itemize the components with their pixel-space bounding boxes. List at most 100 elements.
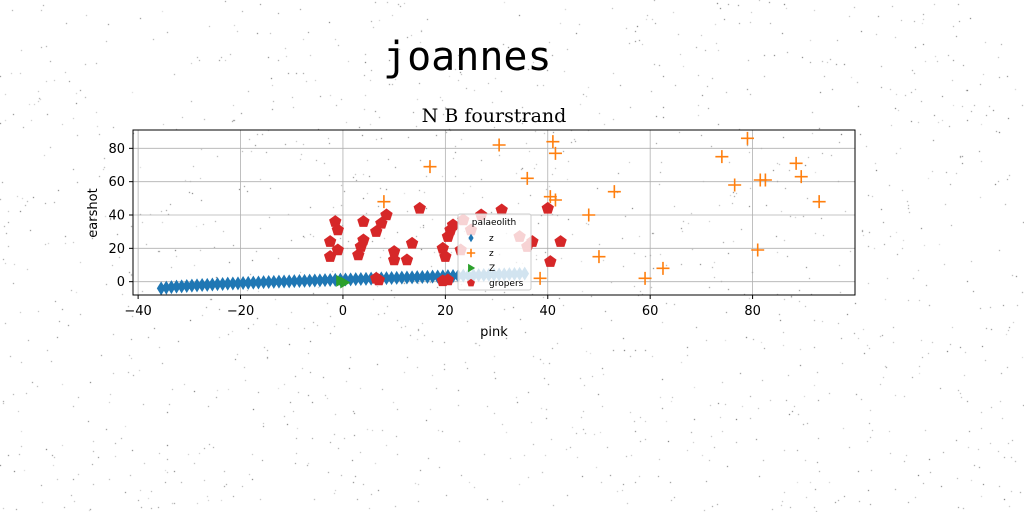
data-point xyxy=(161,280,171,295)
data-point xyxy=(382,271,391,286)
legend-marker xyxy=(468,233,474,243)
data-point xyxy=(412,270,422,285)
figure-title: joannes xyxy=(383,34,552,80)
data-point xyxy=(361,271,371,286)
data-point xyxy=(439,250,452,262)
data-point xyxy=(284,274,294,289)
data-point xyxy=(380,208,393,221)
data-point xyxy=(392,270,402,285)
data-point xyxy=(607,185,621,199)
data-point xyxy=(187,278,197,293)
data-point xyxy=(492,138,506,152)
data-point xyxy=(357,215,370,227)
data-point xyxy=(238,276,248,290)
data-point xyxy=(330,272,340,287)
axis-ticks: −40 −20 0 20 40 60 80 0 20 40 60 80 xyxy=(108,142,760,319)
data-point xyxy=(357,233,370,246)
data-point xyxy=(269,274,279,289)
data-point xyxy=(436,274,449,287)
data-point xyxy=(812,195,826,209)
data-point xyxy=(274,274,284,289)
data-point xyxy=(243,275,253,290)
y-tick-label: 60 xyxy=(108,175,125,190)
data-point xyxy=(417,270,427,284)
legend-label: Z xyxy=(489,264,495,274)
data-point xyxy=(172,279,181,294)
data-point xyxy=(254,275,263,290)
data-point xyxy=(423,269,432,284)
data-point xyxy=(346,272,355,287)
data-point xyxy=(548,146,562,160)
data-point xyxy=(413,201,426,214)
legend-marker xyxy=(466,248,476,258)
y-axis-label: earshot xyxy=(86,188,101,237)
data-point xyxy=(446,218,460,231)
chart-title: N B fourstrand xyxy=(422,105,567,127)
y-tick-label: 0 xyxy=(117,275,125,290)
data-point xyxy=(192,278,202,293)
data-point xyxy=(248,275,258,290)
data-point xyxy=(423,160,437,174)
data-point xyxy=(156,281,166,296)
data-point xyxy=(177,279,186,294)
legend-label: z xyxy=(489,249,494,259)
data-point xyxy=(397,270,407,285)
data-point xyxy=(223,276,233,291)
data-point xyxy=(533,271,547,285)
series-1-points xyxy=(377,131,826,285)
legend-title: palaeolith xyxy=(472,218,517,228)
data-point xyxy=(218,277,227,291)
legend-box xyxy=(457,213,532,291)
data-point xyxy=(548,193,562,207)
x-tick-label: 20 xyxy=(437,304,454,319)
data-point xyxy=(315,273,325,288)
data-point xyxy=(377,195,391,209)
x-tick-label: 80 xyxy=(744,304,761,319)
data-point xyxy=(323,235,337,247)
data-point xyxy=(208,277,217,292)
data-point xyxy=(310,273,320,288)
data-point xyxy=(197,278,207,292)
data-point xyxy=(541,201,554,214)
x-tick-label: −40 xyxy=(124,304,151,319)
data-point xyxy=(405,236,419,249)
data-point xyxy=(323,250,337,262)
data-point xyxy=(331,243,344,256)
data-point xyxy=(582,208,596,222)
data-point xyxy=(202,277,212,292)
data-point xyxy=(407,270,417,285)
data-point xyxy=(789,156,803,170)
x-axis-label: pink xyxy=(480,325,508,340)
legend-marker xyxy=(467,278,475,287)
data-point xyxy=(264,275,274,289)
data-point xyxy=(340,276,351,289)
data-point xyxy=(295,274,304,288)
data-point xyxy=(233,276,243,291)
x-tick-label: −20 xyxy=(227,304,254,319)
x-tick-label: 0 xyxy=(339,304,347,319)
data-point xyxy=(400,253,414,266)
series-2-points xyxy=(336,274,351,289)
data-point xyxy=(402,270,412,285)
data-point xyxy=(370,271,383,284)
data-point xyxy=(592,250,606,264)
data-point xyxy=(228,276,238,291)
x-tick-label: 60 xyxy=(642,304,659,319)
data-point xyxy=(351,272,361,287)
data-point xyxy=(356,272,366,286)
data-point xyxy=(546,135,560,149)
data-point xyxy=(167,280,176,295)
legend-label: gropers xyxy=(489,279,524,289)
data-point xyxy=(305,273,314,288)
y-tick-label: 40 xyxy=(108,209,125,224)
data-point xyxy=(320,273,330,288)
data-point xyxy=(544,255,557,267)
data-point xyxy=(387,253,401,266)
plot-frame xyxy=(132,129,856,296)
data-point xyxy=(279,274,289,289)
data-point xyxy=(213,277,222,292)
data-point xyxy=(794,170,808,184)
data-point xyxy=(289,274,299,289)
data-point xyxy=(387,271,396,285)
